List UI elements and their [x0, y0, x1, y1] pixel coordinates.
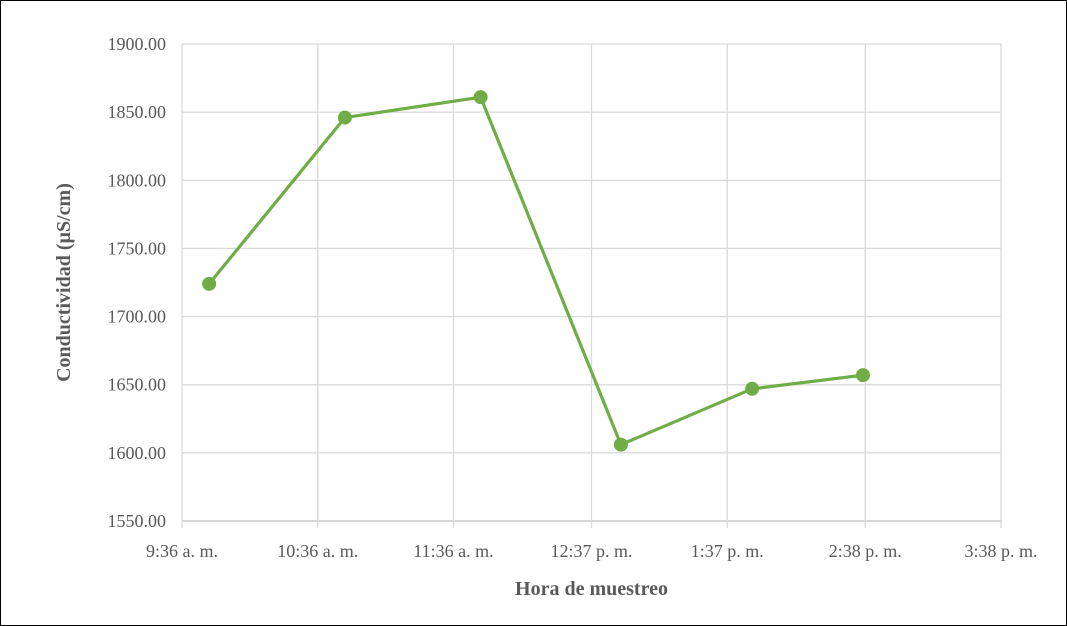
data-point-marker	[613, 437, 628, 452]
y-tick-label: 1750.00	[108, 238, 167, 258]
grid-lines	[181, 43, 1002, 528]
x-tick-label: 9:36 a. m.	[146, 541, 218, 561]
y-tick-label: 1850.00	[108, 102, 167, 122]
data-point-marker	[855, 368, 870, 383]
y-tick-label: 1900.00	[108, 34, 167, 54]
data-point-marker	[745, 381, 760, 396]
data-point-marker	[337, 110, 352, 125]
x-tick-label: 11:36 a. m.	[413, 541, 493, 561]
y-tick-label: 1600.00	[108, 443, 167, 463]
x-tick-label: 3:38 p. m.	[964, 541, 1037, 561]
data-point-marker	[202, 276, 217, 291]
x-axis-ticks: 9:36 a. m. 10:36 a. m. 11:36 a. m. 12:37 p.…	[146, 541, 1038, 561]
x-tick-label: 12:37 p. m.	[550, 541, 632, 561]
series-line	[207, 95, 864, 447]
data-point-marker	[473, 90, 488, 105]
x-tick-label: 1:37 p. m.	[691, 541, 764, 561]
x-tick-label: 10:36 a. m.	[277, 541, 358, 561]
y-axis-ticks: 1550.00 1600.00 1650.00 1700.00 1750.00 1800.…	[108, 34, 167, 531]
y-tick-label: 1800.00	[108, 170, 167, 190]
y-tick-label: 1650.00	[108, 375, 167, 395]
series-group	[202, 90, 870, 452]
y-tick-label: 1700.00	[108, 307, 167, 327]
x-axis-title: Hora de muestreo	[515, 578, 668, 600]
y-axis-title: Conductividad (µS/cm)	[53, 183, 75, 382]
y-tick-label: 1550.00	[108, 511, 167, 531]
x-tick-label: 2:38 p. m.	[829, 541, 902, 561]
